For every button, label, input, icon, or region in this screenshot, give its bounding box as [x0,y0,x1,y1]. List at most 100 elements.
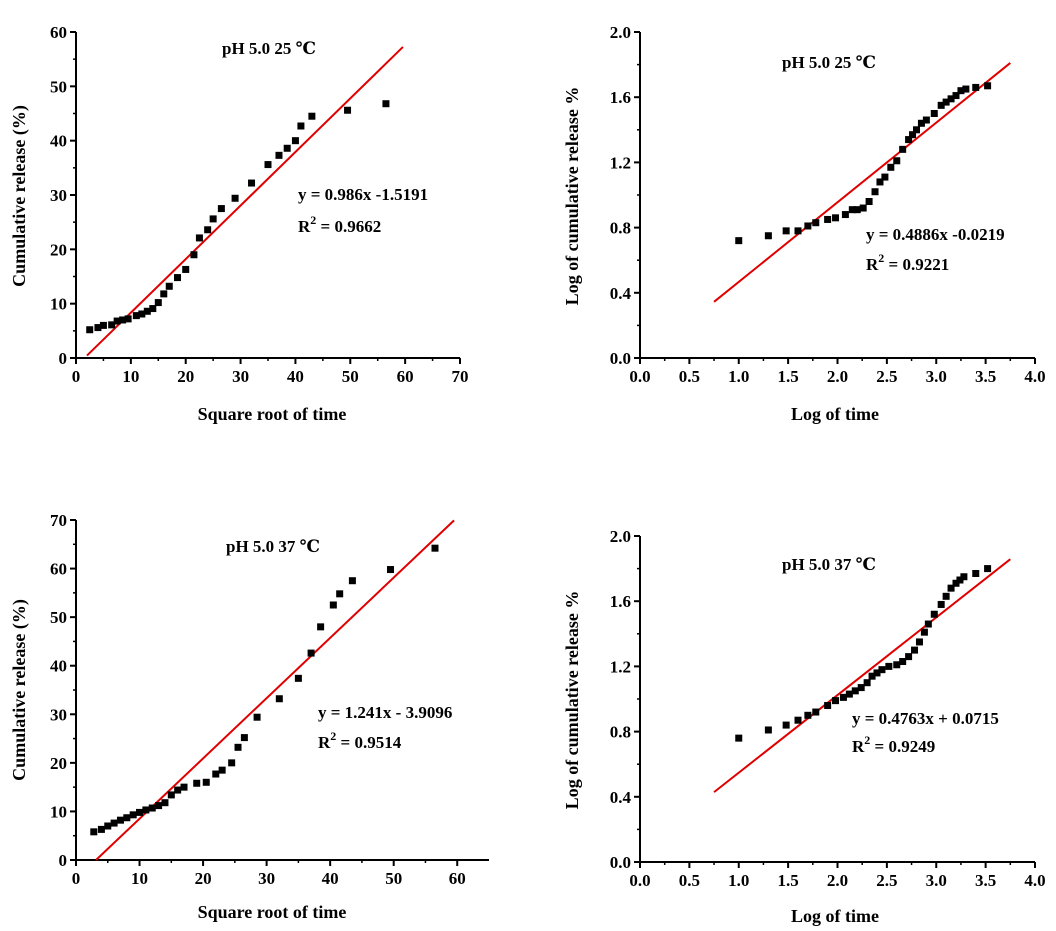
y-tick-label: 2.0 [610,527,631,546]
data-point [794,227,802,235]
data-point [911,646,919,654]
x-axis-label: Log of time [791,906,879,926]
x-tick-label: 2.5 [876,871,897,890]
data-point [231,194,239,202]
data-point [952,579,960,587]
data-point [832,697,840,705]
x-tick-label: 1.5 [778,367,799,386]
data-point [920,628,928,636]
data-point [104,822,112,830]
data-point [848,206,856,214]
x-tick-label: 10 [131,869,148,888]
data-point [863,679,871,687]
data-point [253,713,261,721]
data-point [735,734,743,742]
data-point [195,234,203,242]
chart-panel-3: 0 10 20 30 40 50 60 0 10 20 30 40 50 60 70 pH 5.0 37 ℃… [9,511,489,922]
data-point [893,661,901,669]
x-tick-label: 0.5 [679,871,700,890]
data-point [957,87,965,95]
data-point [116,816,124,824]
data-point [930,610,938,618]
data-point [275,151,283,159]
r-squared: R2 = 0.9249 [852,733,935,756]
data-point [119,316,127,324]
data-point [218,766,226,774]
data-point [294,674,302,682]
data-point [962,85,970,93]
x-tick-label: 70 [452,367,469,386]
data-point [794,716,802,724]
data-point [915,638,923,646]
y-tick-label: 10 [50,295,67,314]
data-point [190,251,198,259]
x-axis-label: Square root of time [198,902,347,922]
data-point [129,811,137,819]
x-tick-label: 0 [72,367,81,386]
data-point [937,600,945,608]
r-squared: R2 = 0.9221 [866,251,949,274]
y-tick-label: 0.4 [610,284,632,303]
data-point [922,116,930,124]
data-point [924,620,932,628]
data-point [905,136,913,144]
x-tick-label: 50 [342,367,359,386]
data-point [984,82,992,90]
data-point [136,808,144,816]
x-tick-label: 3.5 [975,871,996,890]
data-point [812,219,820,227]
data-point [909,131,917,139]
chart-panel-2: 0.0 0.5 1.0 1.5 2.0 2.5 3.0 3.5 4.0 0.0 0.4 0.8 1.2 1… [562,23,1046,424]
chart-panel-1: 0 10 20 30 40 50 60 70 0 10 20 30 40 50 60 pH 5.0 25 ℃… [9,23,469,424]
data-point [94,324,102,332]
data-point [885,662,893,670]
data-point [182,265,190,273]
x-axis-label: Log of time [791,404,879,424]
data-point [956,576,964,584]
data-point [204,226,212,234]
y-axis-label: Log of cumulative release % [562,591,582,810]
data-point [344,106,352,114]
chart-title: pH 5.0 25 ℃ [782,53,876,72]
data-point [155,802,163,810]
data-point [942,98,950,106]
data-point [138,310,146,318]
data-point [972,83,980,91]
chart-panel-4: 0.0 0.5 1.0 1.5 2.0 2.5 3.0 3.5 4.0 0.0 0.4 0.8 1.2 1… [562,527,1046,926]
data-point [930,110,938,117]
data-point [123,814,131,822]
x-tick-label: 0.5 [679,367,700,386]
data-point [165,282,173,290]
data-point [113,317,121,325]
data-point [97,825,105,833]
data-point [308,112,316,120]
data-point [878,666,886,674]
data-point [871,188,879,196]
data-point [865,198,873,206]
y-tick-label: 60 [50,560,67,579]
data-point [193,779,201,787]
data-point [851,687,859,695]
x-axis-label: Square root of time [198,404,347,424]
data-point [841,211,849,219]
data-point [881,173,889,181]
fit-line [713,558,1011,793]
x-tick-label: 3.0 [926,367,947,386]
data-point [917,119,925,127]
y-tick-label: 0.0 [610,853,631,872]
y-axis-label: Cumulative release (%) [9,105,30,287]
x-tick-label: 50 [385,869,402,888]
data-point [845,690,853,698]
x-tick-label: 3.5 [975,367,996,386]
y-tick-label: 30 [50,186,67,205]
data-point [832,214,840,222]
y-tick-label: 20 [50,754,67,773]
fit-line [713,62,1011,303]
data-point [942,592,950,600]
x-tick-label: 1.5 [778,871,799,890]
data-point [960,573,968,581]
y-axis-label: Cumulative release (%) [9,599,30,781]
x-tick-label: 10 [122,367,139,386]
data-point [913,126,920,134]
